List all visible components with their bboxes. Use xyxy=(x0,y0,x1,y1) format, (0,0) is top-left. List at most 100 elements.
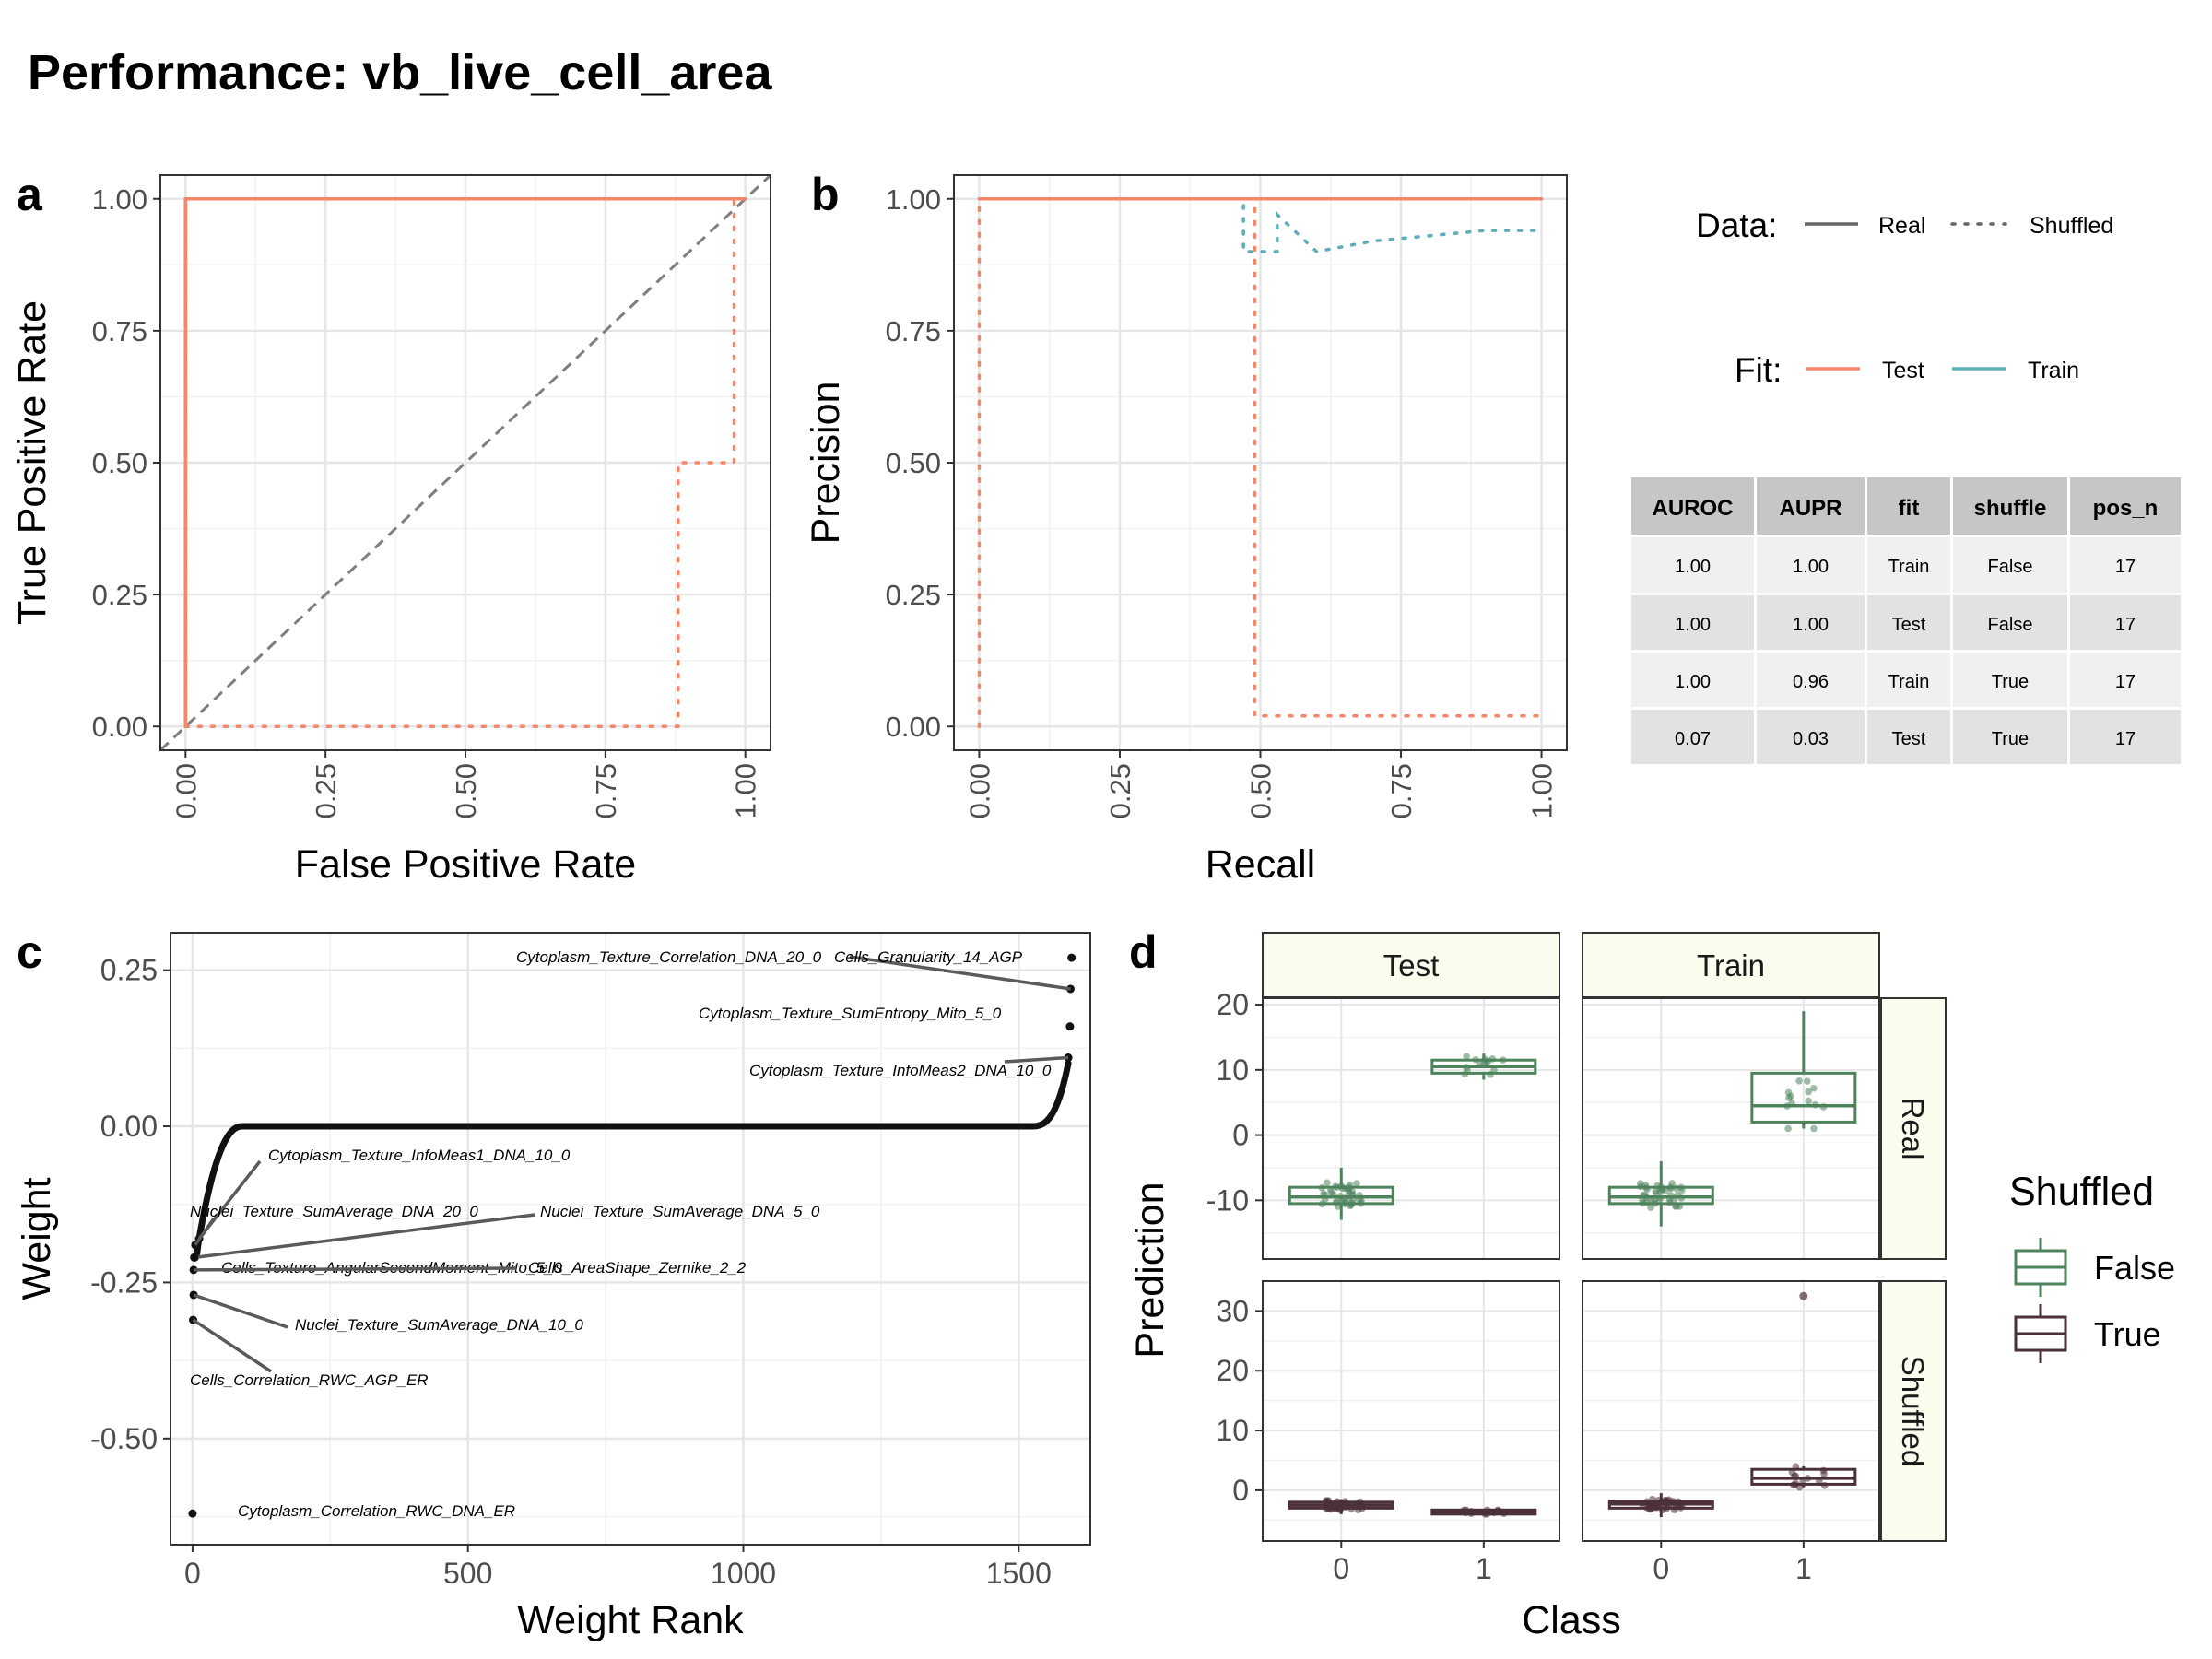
y-tick-label: 0.25 xyxy=(92,579,147,611)
table-cell-text: True xyxy=(1992,729,2029,749)
feature-label: Nuclei_Texture_SumAverage_DNA_10_0 xyxy=(295,1316,583,1334)
legend-label-shuffled: Shuffled xyxy=(2030,213,2113,239)
panel-c: 0 500 1000 1500 0.25 0.00 -0.25 -0.50 Cytoplasm_… xyxy=(15,932,1091,1642)
box-body xyxy=(1607,1185,1714,1206)
table-header-AUPR: AUPR xyxy=(1779,496,1841,521)
y-tick-label: 0.50 xyxy=(92,447,147,479)
y-tick-label: 20 xyxy=(1216,1354,1249,1387)
jitter-point xyxy=(1805,1097,1813,1105)
panel-border xyxy=(1262,997,1560,1260)
facet-strip-shuffled xyxy=(1880,1280,1947,1542)
facet-label-test: Test xyxy=(1383,948,1440,982)
table-header-fit: fit xyxy=(1899,496,1920,521)
table-header-AUROC: AUROC xyxy=(1653,496,1734,521)
y-tick-label: 0.00 xyxy=(100,1110,158,1143)
table-cell xyxy=(1867,595,1950,650)
y-tick-label: -0.25 xyxy=(90,1265,158,1299)
x-tick-label: 1 xyxy=(1476,1552,1492,1585)
table-cell-text: Test xyxy=(1892,729,1926,749)
label-leader-line xyxy=(849,955,1071,991)
panel-letter-b: b xyxy=(811,169,840,220)
feature-label: Cytoplasm_Correlation_RWC_DNA_ER xyxy=(238,1502,515,1520)
table-cell-text: 1.00 xyxy=(1675,615,1711,635)
jitter-point xyxy=(1805,1088,1812,1096)
y-tick-label: 0 xyxy=(1232,1119,1249,1152)
y-axis-title: Prediction xyxy=(1128,1182,1172,1358)
table-cell-text: 1.00 xyxy=(1793,557,1829,577)
jitter-point xyxy=(1810,1124,1818,1133)
table-cell-text: Test xyxy=(1892,615,1926,635)
jitter-point xyxy=(1647,1204,1654,1211)
legend-fit-title: Fit: xyxy=(1735,351,1782,389)
x-tick-label: 1.00 xyxy=(730,763,762,818)
table-header-cell xyxy=(1757,477,1865,535)
x-tick-label: 1.00 xyxy=(1526,763,1559,818)
jitter-point xyxy=(1784,1124,1792,1133)
legend-label-train: Train xyxy=(2028,358,2079,383)
jitter-point xyxy=(1353,1180,1360,1187)
x-tick-label: 0.25 xyxy=(310,763,342,818)
box-body xyxy=(1288,1185,1394,1206)
table-cell-text: 1.00 xyxy=(1675,557,1711,577)
legend-label-test: Test xyxy=(1882,358,1924,383)
feature-label: Cytoplasm_Texture_InfoMeas1_DNA_10_0 xyxy=(268,1147,571,1164)
legend-shuffled-title: Shuffled xyxy=(2009,1170,2154,1214)
legend-label-false: False xyxy=(2094,1249,2175,1287)
table-cell-text: 17 xyxy=(2115,615,2136,635)
x-tick-label: 500 xyxy=(443,1557,492,1590)
jitter-point xyxy=(1784,1088,1793,1097)
panel-border xyxy=(953,174,1568,751)
label-leader-line xyxy=(1004,1055,1069,1064)
labeled-point xyxy=(188,1509,197,1518)
table-cell xyxy=(2070,653,2181,707)
facet-strip-test xyxy=(1262,932,1560,998)
table-header-shuffle: shuffle xyxy=(1974,496,2047,521)
table-cell-text: 0.96 xyxy=(1793,672,1829,692)
table-cell xyxy=(1757,537,1865,593)
panel-border xyxy=(1582,1280,1880,1542)
table-header-cell xyxy=(1867,477,1950,535)
x-tick-label: 1500 xyxy=(986,1557,1052,1590)
table-cell xyxy=(1631,710,1754,764)
table-cell-text: 0.07 xyxy=(1675,729,1711,749)
table-cell-text: 17 xyxy=(2115,672,2136,692)
jitter-point xyxy=(1463,1053,1470,1060)
feature-label: Cytoplasm_Texture_Correlation_DNA_20_0 xyxy=(516,948,822,966)
labeled-point xyxy=(1067,953,1077,962)
labeled-point xyxy=(190,1253,199,1262)
x-axis-title: Weight Rank xyxy=(517,1598,744,1642)
jitter-point xyxy=(1785,1094,1793,1101)
page-title: Performance: vb_live_cell_area xyxy=(28,45,772,100)
label-leader-line xyxy=(194,1213,535,1260)
table-header-cell xyxy=(2070,477,2181,535)
table-cell xyxy=(2070,537,2181,593)
labeled-point xyxy=(1065,1022,1075,1031)
table-cell xyxy=(1867,653,1950,707)
table-cell-text: 17 xyxy=(2115,557,2136,577)
table-cell-text: 0.03 xyxy=(1793,729,1829,749)
y-tick-label: 30 xyxy=(1216,1294,1249,1327)
feature-label: Nuclei_Texture_SumAverage_DNA_20_0 xyxy=(190,1203,478,1220)
legend-label-real: Real xyxy=(1878,213,1925,239)
x-tick-label: 0.00 xyxy=(170,763,202,818)
label-leader-line xyxy=(193,1293,288,1329)
table-header-cell xyxy=(1953,477,2067,535)
y-axis-title: Precision xyxy=(804,382,848,545)
panel-b: 0.00 0.00 0.25 0.25 0.50 0.50 0.75 0.75 1.00 1.00… xyxy=(804,174,1568,887)
facet-label-train: Train xyxy=(1697,948,1765,982)
x-tick-label: 0 xyxy=(1333,1552,1349,1585)
legend-data-title: Data: xyxy=(1696,206,1777,244)
outlier-point xyxy=(1799,1291,1808,1300)
legend-data-fit: Data: Real Shuffled Fit: Test Train xyxy=(1696,206,2113,389)
jitter-point xyxy=(1324,1179,1331,1187)
table-cell-text: False xyxy=(1988,615,2033,635)
panel-border xyxy=(1582,997,1880,1260)
series-test-real xyxy=(183,197,747,728)
jitter-point xyxy=(1810,1084,1818,1092)
jitter-point xyxy=(1652,1187,1660,1195)
table-cell xyxy=(1631,653,1754,707)
table-header-cell xyxy=(1631,477,1754,535)
feature-label: Nuclei_Texture_SumAverage_DNA_5_0 xyxy=(540,1203,820,1220)
